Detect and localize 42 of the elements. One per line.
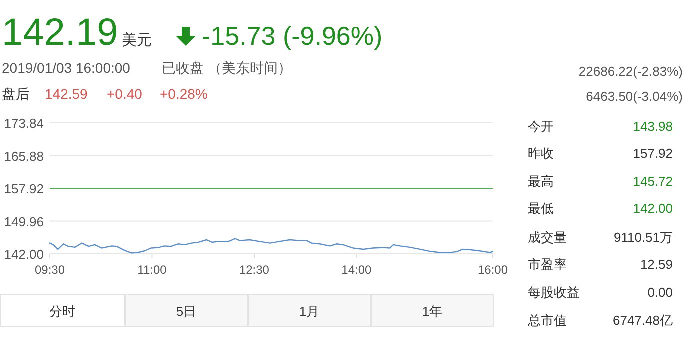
text: 142.00 — [633, 201, 673, 216]
text: 总市值 — [527, 313, 567, 328]
y-tick-label: 149.96 — [4, 214, 44, 230]
text: 最低 — [528, 201, 554, 216]
line-series — [49, 238, 494, 254]
y-tick-label: 142.00 — [4, 247, 44, 262]
x-tick-label: 16:00 — [478, 263, 508, 277]
y-tick-label: 165.88 — [4, 148, 44, 164]
text: 6463.50(-3.04%) — [586, 89, 683, 104]
text: 今开 — [528, 119, 554, 134]
text: 每股收益 — [528, 285, 580, 300]
text: -15.73 (-9.96%) — [202, 21, 383, 51]
text: 1年 — [422, 304, 443, 319]
text: 0.00 — [648, 285, 673, 300]
x-tick-label: 12:30 — [239, 263, 270, 277]
text: 美元 — [122, 32, 152, 49]
text: 成交量 — [528, 230, 567, 245]
text: 9110.51万 — [614, 230, 673, 245]
x-tick-label: 09:30 — [34, 263, 66, 277]
text: 142.59 — [45, 86, 88, 102]
text: 5日 — [176, 304, 197, 319]
text: +0.40 — [107, 86, 143, 102]
text: 6747.48亿 — [613, 313, 673, 328]
text: 最高 — [528, 174, 554, 189]
y-tick-label: 173.84 — [4, 116, 44, 131]
text: 2019/01/03 16:00:00 — [2, 60, 131, 76]
text: 分时 — [50, 304, 76, 319]
text: +0.28% — [160, 86, 208, 102]
chart-title: 142.19 — [2, 12, 118, 54]
x-tick-label: 14:00 — [342, 263, 372, 277]
text: 22686.22(-2.83%) — [578, 64, 683, 79]
text: 12.59 — [640, 257, 673, 272]
text: 157.92 — [633, 146, 673, 161]
text: 盘后 — [2, 86, 30, 102]
text: 1月 — [299, 304, 320, 319]
y-tick-label: 157.92 — [4, 182, 44, 196]
x-tick-label: 11:00 — [138, 263, 168, 277]
text: 已收盘 （美东时间） — [162, 60, 292, 76]
text: 143.98 — [633, 119, 673, 134]
text: 市盈率 — [528, 257, 567, 272]
text: 昨收 — [528, 146, 554, 161]
text: 145.72 — [633, 174, 673, 189]
